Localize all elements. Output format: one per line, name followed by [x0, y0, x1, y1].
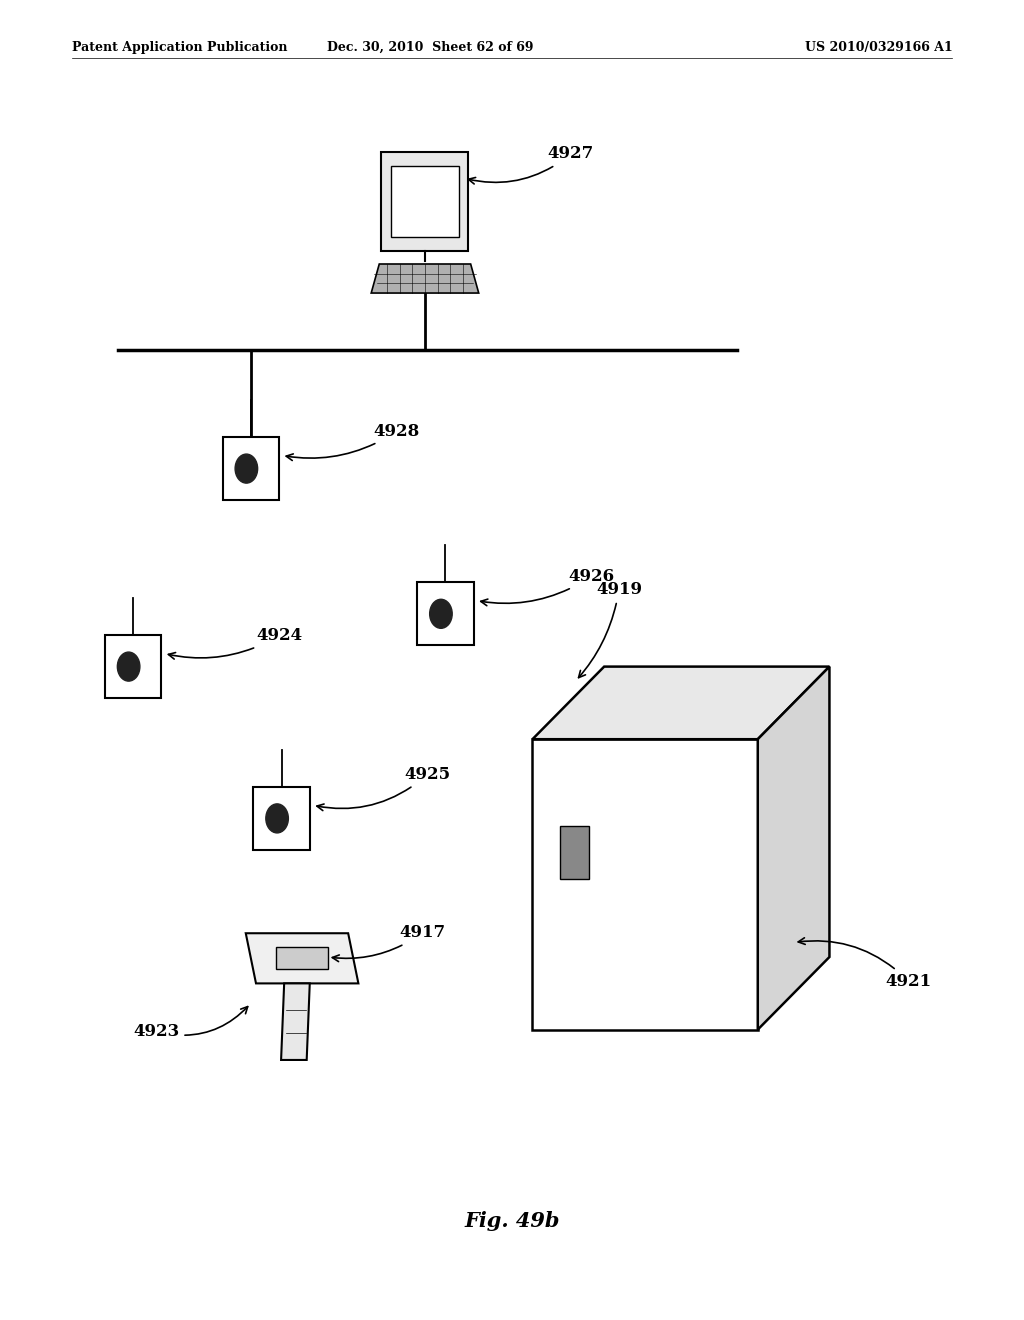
Text: 4924: 4924 [168, 627, 302, 659]
Polygon shape [281, 983, 309, 1060]
Bar [418, 582, 473, 645]
Text: 4926: 4926 [480, 568, 614, 606]
Bar [559, 826, 589, 879]
Text: Dec. 30, 2010  Sheet 62 of 69: Dec. 30, 2010 Sheet 62 of 69 [327, 41, 534, 54]
Text: 4921: 4921 [798, 937, 932, 990]
Circle shape [430, 599, 453, 628]
Text: 4927: 4927 [468, 145, 594, 183]
Text: 4925: 4925 [316, 766, 451, 810]
Bar [254, 787, 310, 850]
Bar [276, 946, 328, 969]
Text: US 2010/0329166 A1: US 2010/0329166 A1 [805, 41, 952, 54]
Text: 4917: 4917 [333, 924, 445, 961]
Circle shape [236, 454, 258, 483]
Bar [223, 437, 279, 500]
Text: Patent Application Publication: Patent Application Publication [72, 41, 287, 54]
Bar [105, 635, 162, 698]
Polygon shape [758, 667, 829, 1030]
Text: 4919: 4919 [579, 581, 642, 677]
Text: 4928: 4928 [286, 422, 420, 461]
Polygon shape [532, 667, 829, 739]
Polygon shape [371, 264, 478, 293]
Polygon shape [532, 739, 758, 1030]
Circle shape [118, 652, 140, 681]
Text: Fig. 49b: Fig. 49b [464, 1210, 560, 1232]
Bar [381, 152, 469, 251]
Bar [391, 166, 459, 238]
Polygon shape [246, 933, 358, 983]
Circle shape [266, 804, 289, 833]
Text: 4923: 4923 [133, 1007, 248, 1040]
